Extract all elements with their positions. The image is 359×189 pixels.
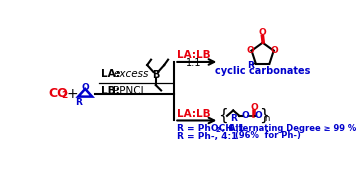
- Text: excess: excess: [113, 69, 149, 79]
- Text: $\mathsf{\{}$: $\mathsf{\{}$: [218, 107, 228, 125]
- Text: 2: 2: [61, 91, 67, 100]
- Text: O: O: [250, 103, 258, 112]
- Text: O: O: [259, 28, 266, 37]
- Text: +: +: [66, 87, 78, 101]
- Text: 2: 2: [215, 127, 220, 133]
- Text: R: R: [247, 61, 254, 70]
- Text: LA:: LA:: [101, 69, 120, 79]
- Text: -, 6:1: -, 6:1: [219, 124, 245, 133]
- Text: R: R: [75, 98, 83, 107]
- Text: O: O: [242, 111, 250, 120]
- Text: $\mathsf{\}}$: $\mathsf{\}}$: [258, 107, 268, 125]
- Text: LB:: LB:: [101, 86, 120, 96]
- Text: R: R: [230, 114, 237, 123]
- Text: n: n: [265, 114, 270, 123]
- Text: cyclic carbonates: cyclic carbonates: [215, 66, 310, 76]
- Text: O: O: [254, 111, 262, 120]
- Text: PPNCl: PPNCl: [113, 86, 144, 96]
- Text: LA:LB: LA:LB: [177, 50, 210, 60]
- Text: O: O: [271, 46, 278, 55]
- Text: Alternating Degree ≥ 99 %: Alternating Degree ≥ 99 %: [229, 124, 356, 133]
- Text: B: B: [152, 70, 159, 80]
- Text: O: O: [81, 83, 89, 92]
- Text: O: O: [247, 46, 255, 55]
- Text: 1:1: 1:1: [186, 58, 201, 68]
- Text: R = PhOCH: R = PhOCH: [177, 124, 233, 133]
- Text: LA:LB: LA:LB: [177, 108, 210, 119]
- Text: R = Ph-, 4:1: R = Ph-, 4:1: [177, 132, 237, 141]
- Text: (96%  for Ph-): (96% for Ph-): [235, 131, 300, 140]
- Text: CO: CO: [49, 87, 69, 100]
